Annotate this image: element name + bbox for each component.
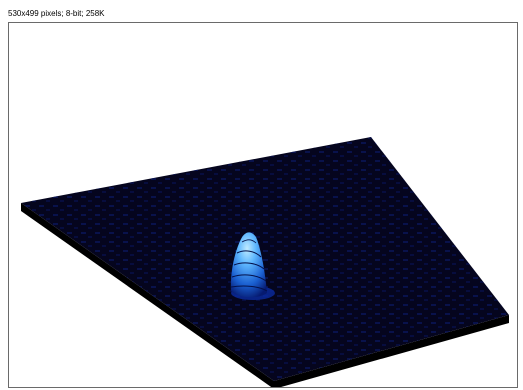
peak-feature: [230, 232, 275, 300]
surface-side: [21, 203, 274, 387]
image-info-label: 530x499 pixels; 8-bit; 258K: [8, 9, 105, 18]
surface-side-right: [274, 315, 509, 387]
surface-plot-canvas[interactable]: [8, 22, 518, 388]
surface-plot-graphic: [21, 137, 509, 387]
surface-noise: [21, 137, 509, 381]
